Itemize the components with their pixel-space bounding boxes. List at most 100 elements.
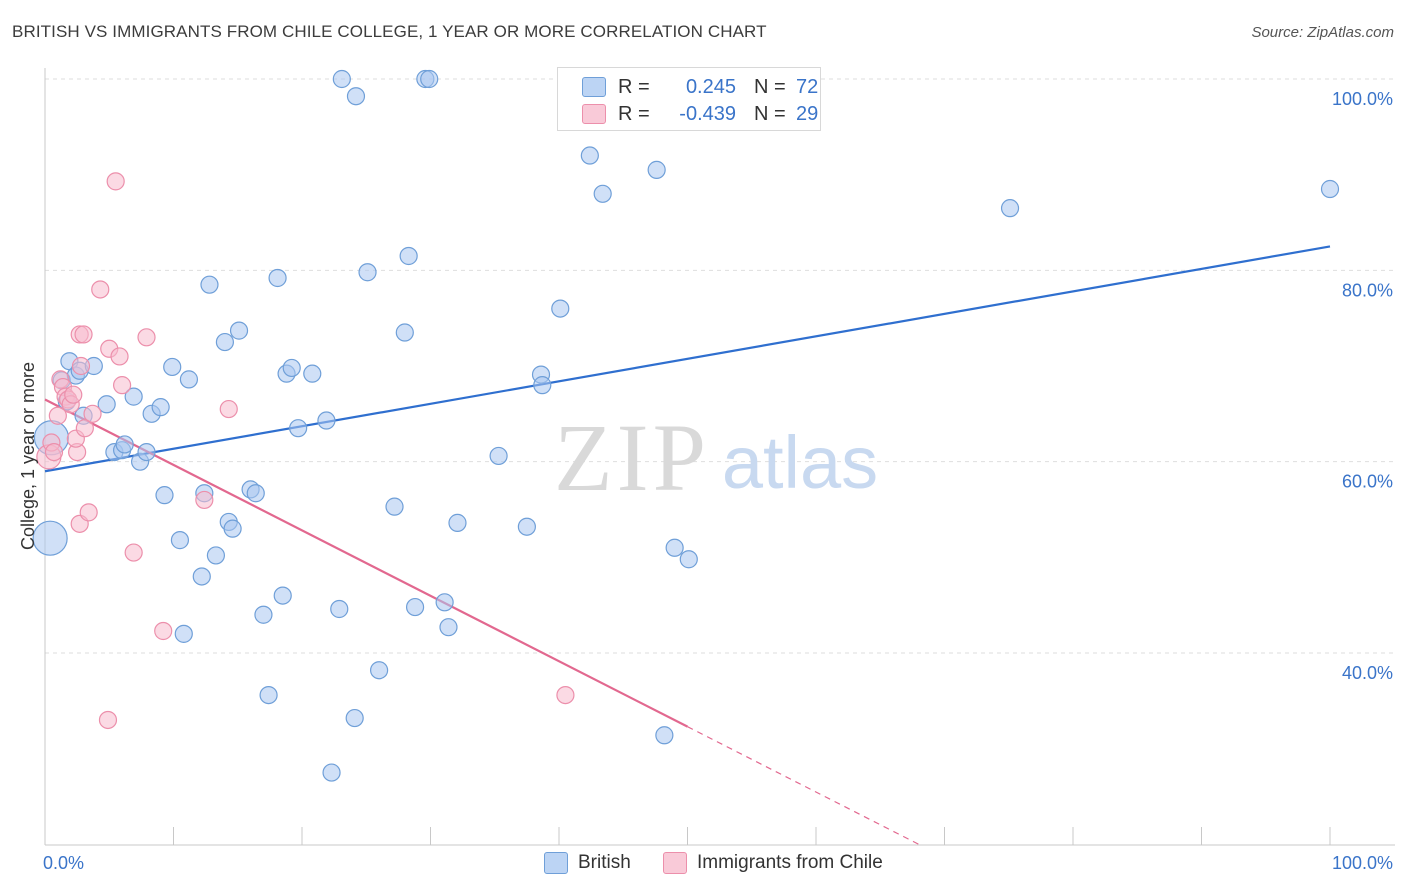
british-point: [435, 593, 454, 612]
british-point: [223, 519, 242, 538]
chile-point: [195, 490, 214, 510]
british-point: [420, 69, 439, 89]
y-tick-label: 100.0%: [1332, 89, 1393, 109]
chile-point: [91, 280, 110, 299]
british-swatch: [582, 77, 606, 97]
british-point: [439, 618, 458, 637]
watermark-zip: ZIP: [554, 404, 710, 511]
british-point: [273, 586, 292, 605]
british-point: [268, 268, 287, 288]
british-n-label: N =: [754, 75, 786, 98]
british-point: [174, 624, 193, 643]
chile-point: [106, 172, 125, 191]
british-point: [593, 184, 612, 203]
british-point: [345, 708, 364, 728]
british-point: [551, 299, 570, 318]
chile-point: [48, 406, 67, 425]
legend-item-british[interactable]: British: [544, 852, 631, 874]
british-point: [155, 486, 174, 505]
british-point: [322, 763, 341, 782]
tick-labels: 40.0% 60.0% 80.0% 100.0% 0.0% 100.0%: [43, 89, 1393, 873]
british-point: [124, 387, 143, 406]
british-point: [200, 275, 219, 294]
chile-point: [556, 685, 575, 705]
british-r-label: R =: [618, 75, 650, 98]
stats-legend: R = 0.245 N = 72 R = -0.439 N = 29: [557, 67, 821, 131]
chile-r-value: -0.439: [679, 102, 736, 125]
data-points: [32, 67, 1340, 782]
british-point: [346, 87, 366, 106]
chile-point: [75, 419, 94, 438]
watermark: ZIP atlas: [554, 404, 878, 511]
y-tick-label: 60.0%: [1342, 472, 1393, 492]
grid-lines: [45, 78, 1395, 654]
chile-point: [98, 710, 118, 730]
british-point: [137, 443, 156, 462]
british-point: [1000, 199, 1020, 218]
british-point: [32, 520, 68, 556]
british-point: [246, 484, 265, 503]
watermark-atlas: atlas: [722, 421, 878, 504]
chile-swatch: [582, 104, 606, 124]
british-point: [259, 685, 278, 705]
british-point: [163, 357, 182, 377]
chile-point: [112, 376, 132, 395]
british-point: [517, 517, 536, 536]
british-point: [370, 661, 389, 680]
legend-chile-swatch: [663, 852, 687, 874]
british-point: [317, 411, 336, 430]
chart-title: BRITISH VS IMMIGRANTS FROM CHILE COLLEGE…: [12, 22, 767, 41]
chile-point: [110, 347, 129, 366]
british-point: [405, 597, 425, 617]
british-point: [303, 364, 322, 383]
chile-point: [124, 543, 143, 562]
x-tick-label: 0.0%: [43, 853, 84, 873]
y-tick-label: 40.0%: [1342, 663, 1393, 683]
british-point: [358, 263, 377, 282]
british-point: [151, 398, 170, 417]
chile-point: [137, 328, 156, 347]
british-point: [679, 550, 698, 569]
legend-british-swatch: [544, 852, 568, 874]
british-point: [206, 546, 226, 565]
chile-n-value: 29: [796, 102, 819, 125]
british-point: [655, 726, 674, 745]
british-point: [1320, 179, 1340, 199]
y-tick-label: 80.0%: [1342, 280, 1393, 300]
british-point: [448, 513, 467, 532]
british-trend-line: [44, 245, 1331, 473]
british-point: [385, 497, 404, 516]
chile-point: [44, 443, 64, 462]
british-point: [332, 69, 351, 89]
british-point: [399, 246, 418, 266]
chile-point: [64, 385, 83, 404]
source-credit: Source: ZipAtlas.com: [1251, 24, 1394, 41]
british-point: [170, 531, 190, 550]
chile-r-label: R =: [618, 102, 650, 125]
british-point: [215, 332, 234, 352]
british-point: [395, 323, 414, 342]
british-point: [330, 599, 349, 619]
british-point: [179, 370, 199, 389]
british-point: [580, 146, 599, 165]
legend-item-chile[interactable]: Immigrants from Chile: [663, 852, 883, 874]
british-point: [282, 358, 301, 378]
chile-point: [74, 325, 93, 344]
chile-point: [79, 503, 98, 522]
british-r-value: 0.245: [685, 75, 736, 98]
chile-point: [154, 621, 173, 641]
legend-chile-label: Immigrants from Chile: [697, 852, 883, 873]
chile-n-label: N =: [754, 102, 786, 125]
legend-row-chile: R = -0.439 N = 29: [582, 100, 818, 128]
british-point: [97, 395, 116, 414]
british-point: [115, 435, 134, 454]
british-point: [254, 605, 273, 624]
chile-point: [71, 356, 91, 376]
chile-point: [219, 399, 238, 419]
british-point: [192, 567, 211, 586]
british-n-value: 72: [796, 75, 819, 98]
x-tick-label: 100.0%: [1332, 853, 1393, 873]
british-point: [289, 419, 308, 438]
legend-row-british: R = 0.245 N = 72: [582, 73, 818, 101]
